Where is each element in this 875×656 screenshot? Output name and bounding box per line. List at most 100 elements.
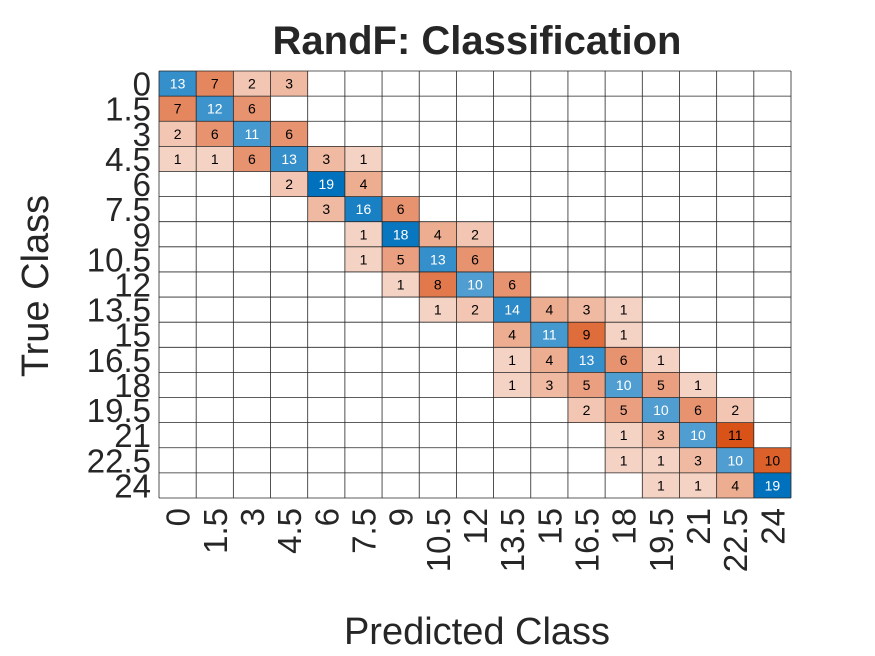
cell-value-label: 6: [397, 201, 405, 217]
heatmap-cell: [642, 347, 680, 373]
x-tick-label: 16.5: [569, 508, 606, 572]
heatmap-cell: [716, 447, 754, 473]
heatmap-cell: [382, 246, 420, 272]
heatmap-cell: [344, 146, 383, 172]
cell-value-label: 1: [657, 452, 665, 468]
y-tick-label: 4.5: [105, 141, 151, 178]
heatmap-cells: 13 7 2 37 12 62 6 11 61 1 6 13 3 12 19 43 16 61 18 4 21 5 13 61…: [159, 71, 791, 498]
y-tick-label: 10.5: [87, 241, 151, 278]
x-tick-label: 3: [234, 508, 271, 526]
cell-value-label: 5: [620, 402, 628, 418]
y-tick-label: 18: [114, 367, 151, 404]
cell-value-label: 1: [508, 352, 516, 368]
cell-value-label: 11: [542, 327, 557, 343]
cell-value-label: 5: [657, 377, 665, 393]
cell-value-label: 13: [430, 251, 446, 267]
y-tick-label: 12: [114, 267, 151, 304]
heatmap-cell: [344, 246, 383, 272]
y-tick-label: 6: [133, 166, 151, 203]
x-tick-label: 24: [754, 508, 791, 545]
cell-value-label: 10: [690, 427, 706, 443]
heatmap-cell: [605, 422, 643, 448]
heatmap-cell: [419, 297, 457, 323]
cell-value-label: 6: [508, 277, 516, 293]
heatmap-cell: [567, 372, 606, 398]
cell-value-label: 10: [653, 402, 669, 418]
cell-value-label: 3: [322, 151, 330, 167]
cell-value-label: 13: [281, 151, 297, 167]
heatmap-cell: [456, 297, 494, 323]
x-tick-label: 12: [457, 508, 494, 545]
cell-value-label: 2: [248, 76, 256, 92]
heatmap-cell: [196, 96, 234, 122]
cell-value-label: 6: [694, 402, 702, 418]
cell-value-label: 1: [694, 377, 702, 393]
cell-value-label: 6: [248, 151, 256, 167]
cell-value-label: 2: [471, 302, 479, 318]
heatmap-cell: [307, 171, 345, 197]
cell-value-label: 3: [694, 452, 702, 468]
x-tick-label: 15: [531, 508, 568, 545]
cell-value-label: 1: [657, 477, 665, 493]
heatmap-cell: [716, 472, 754, 498]
cell-value-label: 2: [174, 126, 182, 142]
x-tick-label: 1.5: [197, 508, 234, 554]
x-tick-label: 7.5: [345, 508, 382, 554]
heatmap-cell: [642, 397, 680, 423]
heatmap-cell: [493, 372, 531, 398]
y-tick-label: 3: [133, 116, 151, 153]
x-tick-label: 10.5: [420, 508, 457, 572]
cell-value-label: 1: [657, 352, 665, 368]
cell-value-label: 1: [508, 377, 516, 393]
heatmap-cell: [753, 472, 791, 498]
cell-value-label: 6: [285, 126, 293, 142]
cell-value-label: 10: [616, 377, 632, 393]
y-tick-label: 19.5: [87, 392, 151, 429]
heatmap-cell: [567, 397, 606, 423]
heatmap-cell: [605, 447, 643, 473]
heatmap-cell: [196, 121, 234, 147]
heatmap-cell: [567, 347, 606, 373]
y-tick-label: 1.5: [105, 91, 151, 128]
cell-value-label: 16: [356, 201, 372, 217]
heatmap-cell: [344, 171, 383, 197]
cell-value-label: 4: [434, 226, 442, 242]
cell-value-label: 1: [174, 151, 182, 167]
cell-value-label: 11: [245, 126, 260, 142]
cell-value-label: 9: [583, 327, 591, 343]
cell-value-label: 5: [397, 251, 405, 267]
cell-value-label: 7: [174, 101, 182, 117]
x-tick-label: 19.5: [643, 508, 680, 572]
x-tick-label: 22.5: [717, 508, 754, 572]
heatmap-cell: [493, 271, 531, 298]
y-tick-label: 21: [114, 417, 151, 454]
x-axis-label: Predicted Class: [344, 611, 610, 653]
cell-value-label: 11: [728, 427, 743, 443]
y-tick-labels: 01.534.567.5910.51213.51516.51819.52122.…: [87, 66, 151, 505]
y-axis-label: True Class: [15, 195, 57, 377]
cell-value-label: 1: [211, 151, 219, 167]
x-tick-label: 13.5: [494, 508, 531, 572]
x-tick-labels: 0 1.5 3 4.5 6 7.5 9 10.5 12 13.5 15 16.5 18 19.5 21 22.…: [160, 508, 792, 572]
heatmap-cell: [270, 146, 308, 172]
heatmap-cell: [270, 71, 308, 97]
y-tick-label: 16.5: [87, 342, 151, 379]
heatmap-cell: [456, 246, 494, 272]
cell-value-label: 18: [393, 226, 409, 242]
heatmap-cell: [196, 71, 234, 97]
heatmap-cell: [159, 121, 197, 147]
heatmap-cell: [159, 96, 197, 122]
cell-value-label: 1: [620, 302, 628, 318]
cell-value-label: 10: [727, 452, 743, 468]
heatmap-cell: [716, 397, 754, 423]
heatmap-cell: [642, 422, 680, 448]
heatmap-cell: [642, 372, 680, 398]
heatmap-cell: [196, 146, 234, 172]
heatmap-cell: [159, 71, 197, 97]
heatmap-cell: [679, 372, 717, 398]
y-tick-label: 22.5: [87, 442, 151, 479]
heatmap-cell: [233, 96, 271, 122]
heatmap-cell: [530, 322, 568, 348]
heatmap-cell: [716, 422, 754, 448]
